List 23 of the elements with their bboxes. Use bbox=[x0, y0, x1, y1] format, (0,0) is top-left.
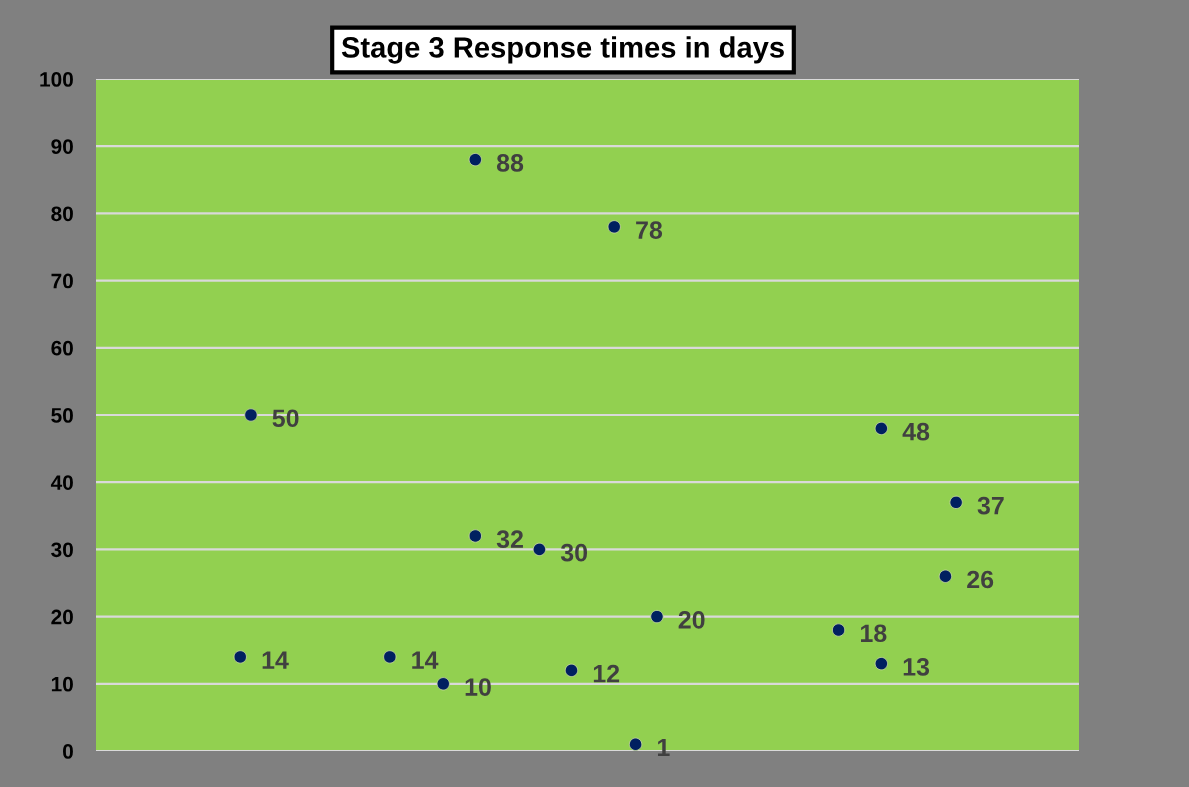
data-label: 48 bbox=[902, 422, 930, 441]
y-tick-label: 50 bbox=[51, 408, 73, 423]
data-label: 37 bbox=[977, 496, 1004, 515]
y-tick-label: 30 bbox=[51, 542, 73, 558]
data-label: 78 bbox=[636, 221, 663, 239]
data-label: 14 bbox=[412, 651, 439, 669]
data-label: 13 bbox=[903, 658, 930, 676]
y-tick-label: 10 bbox=[51, 676, 73, 692]
y-tick-label: 60 bbox=[51, 340, 73, 356]
data-label: 26 bbox=[967, 570, 994, 589]
data-label: 12 bbox=[593, 664, 620, 683]
y-tick-label: 20 bbox=[51, 609, 73, 625]
y-tick-label: 0 bbox=[63, 744, 73, 759]
data-label: 14 bbox=[262, 651, 289, 669]
y-tick-label: 70 bbox=[51, 273, 73, 289]
data-label: 88 bbox=[496, 154, 524, 172]
data-label: 18 bbox=[861, 624, 887, 643]
data-label: 32 bbox=[496, 530, 523, 549]
y-tick-label: 90 bbox=[51, 139, 73, 154]
y-tick-label: 40 bbox=[50, 475, 73, 490]
chart-title: Stage 3 Response times in days bbox=[341, 36, 784, 64]
y-tick-label: 80 bbox=[51, 206, 73, 222]
y-tick-label: 100 bbox=[40, 72, 73, 87]
